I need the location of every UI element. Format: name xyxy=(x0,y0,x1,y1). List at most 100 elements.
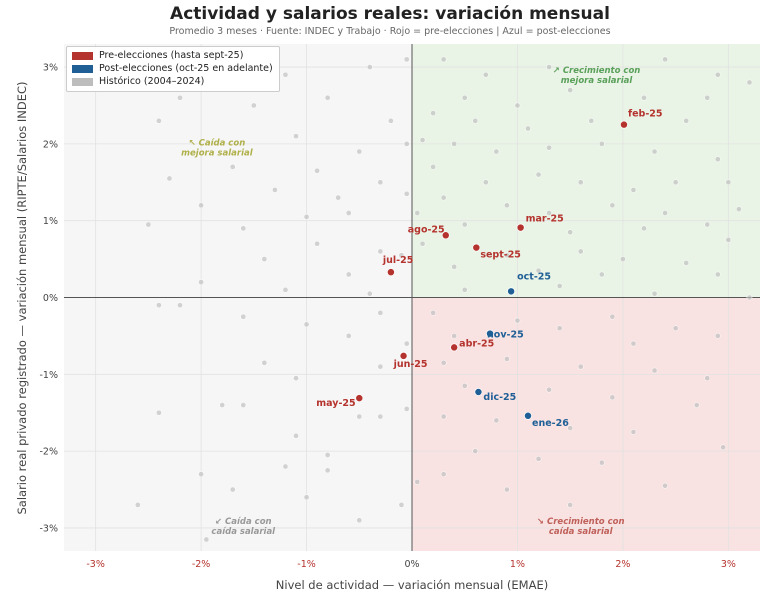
historic-point xyxy=(203,536,210,543)
legend-swatch-historic xyxy=(72,77,93,86)
historic-point xyxy=(134,502,141,508)
y-axis-label: Salario real privado registrado — variac… xyxy=(15,81,29,515)
post-election-point xyxy=(486,329,494,338)
quadrant-label: ↖ Caída con xyxy=(189,138,246,148)
historic-point xyxy=(704,375,711,382)
historic-point xyxy=(535,455,542,462)
historic-point xyxy=(662,210,668,216)
historic-point xyxy=(609,313,616,320)
historic-point xyxy=(451,333,458,339)
historic-point xyxy=(472,448,479,454)
historic-point xyxy=(345,210,352,216)
pre-election-point xyxy=(386,268,395,277)
historic-point xyxy=(630,429,637,435)
historic-point xyxy=(166,175,173,182)
legend-label-post: Post-elecciones (oct-25 en adelante) xyxy=(99,63,273,74)
point-label: feb-25 xyxy=(628,109,663,120)
historic-point xyxy=(403,56,410,63)
historic-point xyxy=(461,382,468,389)
historic-point xyxy=(282,286,289,293)
historic-point xyxy=(630,340,637,347)
quadrant-label: ↗ Crecimiento con xyxy=(553,66,641,76)
historic-point xyxy=(546,386,552,393)
historic-point xyxy=(567,425,574,431)
legend-swatch-pre xyxy=(72,51,93,60)
historic-point xyxy=(414,479,421,485)
historic-point xyxy=(403,190,410,197)
point-label: oct-25 xyxy=(517,271,551,282)
y-tick-label: 1% xyxy=(43,216,58,227)
historic-point xyxy=(598,141,605,147)
historic-point xyxy=(430,164,436,170)
historic-point xyxy=(356,148,363,155)
historic-point xyxy=(440,359,447,366)
y-tick-label: -2% xyxy=(40,447,59,458)
historic-point xyxy=(493,417,500,424)
x-tick-label: 3% xyxy=(721,559,736,570)
x-tick-label: 2% xyxy=(615,559,630,570)
historic-point xyxy=(683,260,690,266)
historic-point xyxy=(403,406,410,412)
historic-point xyxy=(293,432,299,439)
point-label: mar-25 xyxy=(526,214,564,225)
point-label: ago-25 xyxy=(408,224,445,235)
historic-point xyxy=(672,179,679,186)
historic-point xyxy=(662,56,668,63)
point-label: may-25 xyxy=(316,398,355,409)
pre-election-point xyxy=(620,120,628,129)
historic-point xyxy=(145,221,152,228)
historic-point xyxy=(419,137,426,143)
historic-point xyxy=(641,94,647,101)
y-tick-label: -3% xyxy=(40,523,59,534)
historic-point xyxy=(493,148,500,155)
legend-item-historic: Histórico (2004–2024) xyxy=(72,75,273,88)
y-tick-label: 0% xyxy=(43,293,58,304)
historic-point xyxy=(240,402,247,408)
historic-point xyxy=(746,79,753,86)
point-label: sept-25 xyxy=(480,250,521,261)
chart-subtitle: Promedio 3 meses · Fuente: INDEC y Traba… xyxy=(169,26,611,37)
historic-point xyxy=(704,94,711,101)
historic-point xyxy=(314,167,320,174)
historic-point xyxy=(609,202,616,209)
historic-point xyxy=(546,64,552,70)
historic-point xyxy=(461,286,468,293)
historic-point xyxy=(324,94,331,101)
historic-point xyxy=(440,56,447,63)
quadrant-label: caída salarial xyxy=(211,527,276,537)
historic-point xyxy=(472,117,479,124)
historic-point xyxy=(588,117,595,124)
historic-point xyxy=(303,321,310,328)
quadrant-label: caída salarial xyxy=(549,527,614,537)
historic-point xyxy=(609,394,616,401)
historic-point xyxy=(598,271,605,278)
post-election-point xyxy=(474,388,483,396)
quadrant-bottom-right-bg xyxy=(412,297,760,551)
historic-point xyxy=(324,467,331,474)
point-label: jun-25 xyxy=(393,359,428,370)
historic-point xyxy=(377,248,384,255)
historic-point xyxy=(229,164,236,170)
historic-point xyxy=(177,94,183,101)
legend-item-pre: Pre-elecciones (hasta sept-25) xyxy=(72,49,273,62)
historic-point xyxy=(577,248,584,255)
historic-point xyxy=(356,413,363,420)
y-tick-label: -1% xyxy=(40,370,59,381)
historic-point xyxy=(388,117,394,124)
historic-point xyxy=(525,125,531,132)
historic-point xyxy=(324,452,331,458)
historic-point xyxy=(577,363,584,370)
historic-point xyxy=(725,179,732,186)
x-tick-label: -3% xyxy=(86,559,105,570)
post-election-point xyxy=(507,287,516,296)
pre-election-point xyxy=(450,343,459,352)
x-tick-label: -2% xyxy=(192,559,211,570)
quadrant-label: mejora salarial xyxy=(181,148,254,158)
historic-point xyxy=(683,117,690,124)
historic-point xyxy=(366,64,373,70)
historic-point xyxy=(240,225,247,232)
quadrant-top-right-bg xyxy=(412,44,760,298)
pre-election-point xyxy=(472,243,481,252)
historic-point xyxy=(746,294,753,301)
historic-point xyxy=(314,240,320,247)
